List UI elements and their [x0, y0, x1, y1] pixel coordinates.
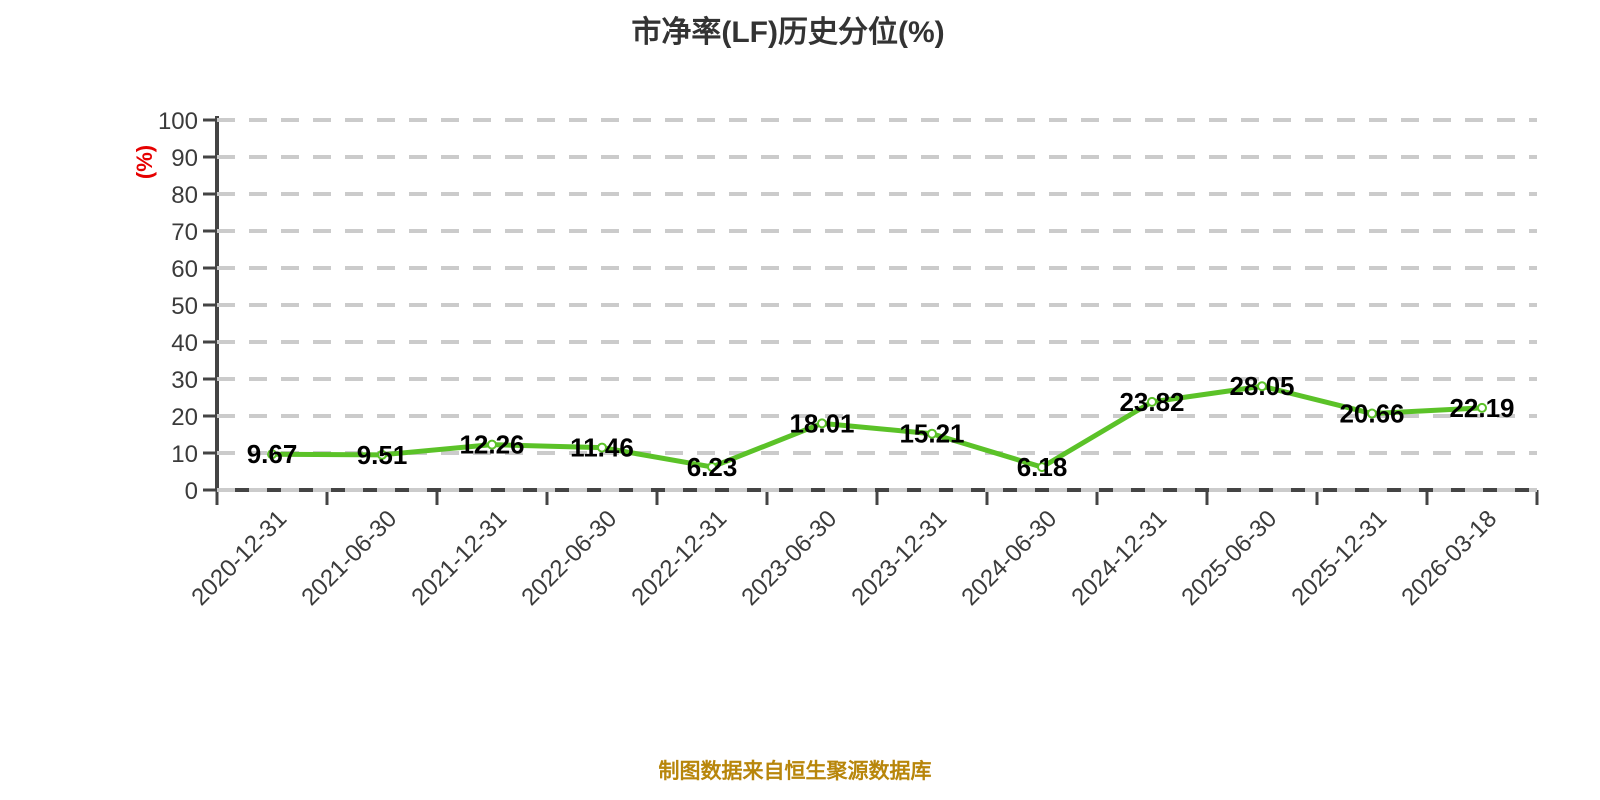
series-polyline	[269, 383, 1485, 470]
y-axis-unit-label: (%)	[132, 145, 157, 179]
x-tick-label: 2024-06-30	[956, 505, 1062, 611]
y-axis-labels: 0 10 20 30 40 50 60 70 80 90 100	[158, 108, 198, 505]
footer-data-source-note: 制图数据来自恒生聚源数据库	[659, 759, 932, 783]
data-point-marker	[377, 449, 387, 460]
data-point-marker	[1037, 462, 1047, 473]
y-tick-label: 90	[171, 145, 198, 172]
data-point-label: 9.51	[357, 440, 408, 470]
x-tick-label: 2026-03-18	[1396, 505, 1502, 611]
y-tick-label: 50	[171, 293, 198, 320]
data-point-marker	[927, 428, 937, 439]
y-tick-label: 30	[171, 367, 198, 394]
x-tick-label: 2025-12-31	[1286, 505, 1392, 611]
y-tick-label: 60	[171, 256, 198, 283]
x-tick-label: 2023-06-30	[736, 505, 842, 611]
data-point-label: 23.82	[1119, 387, 1184, 417]
data-point-marker	[267, 449, 277, 460]
series-line	[269, 383, 1485, 470]
x-tick-label: 2021-12-31	[406, 505, 512, 611]
data-point-label: 22.19	[1449, 393, 1514, 423]
data-point-label: 12.26	[459, 430, 524, 460]
y-tick-label: 0	[185, 478, 198, 505]
data-point-marker	[1367, 408, 1377, 419]
x-axis-labels: 2020-12-31 2021-06-30 2021-12-31 2022-06-30…	[186, 505, 1502, 611]
data-point-marker	[597, 442, 607, 453]
x-tick-label: 2025-06-30	[1176, 505, 1282, 611]
y-tick-label: 100	[158, 108, 198, 135]
x-tick-label: 2023-12-31	[846, 505, 952, 611]
data-point-label: 6.23	[687, 452, 738, 482]
data-labels: 9.67 9.51 12.26 11.46 6.23 18.01 15.21 6.18 23.8…	[247, 371, 1515, 482]
data-point-marker	[817, 418, 827, 429]
chart-title: 市净率(LF)历史分位(%)	[631, 15, 944, 49]
y-tick-label: 20	[171, 404, 198, 431]
data-point-marker	[707, 461, 717, 472]
data-point-label: 11.46	[570, 433, 634, 463]
data-point-marker	[1147, 396, 1157, 407]
y-tick-label: 40	[171, 330, 198, 357]
y-tick-label: 10	[171, 441, 198, 468]
x-tick-label: 2022-06-30	[516, 505, 622, 611]
x-tick-label: 2022-12-31	[626, 505, 732, 611]
data-point-marker	[487, 439, 497, 450]
data-point-label: 15.21	[899, 419, 964, 449]
x-tick-label: 2024-12-31	[1066, 505, 1172, 611]
data-point-marker	[1257, 381, 1267, 392]
data-point-label: 18.01	[789, 408, 854, 438]
data-point-label: 20.66	[1339, 399, 1404, 429]
data-point-label: 28.05	[1229, 371, 1294, 401]
data-point-marker	[1477, 402, 1487, 413]
y-tick-label: 70	[171, 219, 198, 246]
x-tick-label: 2021-06-30	[296, 505, 402, 611]
gridlines	[217, 118, 1537, 492]
x-tick-label: 2020-12-31	[186, 505, 292, 611]
y-tick-label: 80	[171, 182, 198, 209]
data-point-label: 9.67	[247, 439, 298, 469]
data-point-label: 6.18	[1017, 452, 1068, 482]
data-point-markers	[267, 381, 1487, 473]
